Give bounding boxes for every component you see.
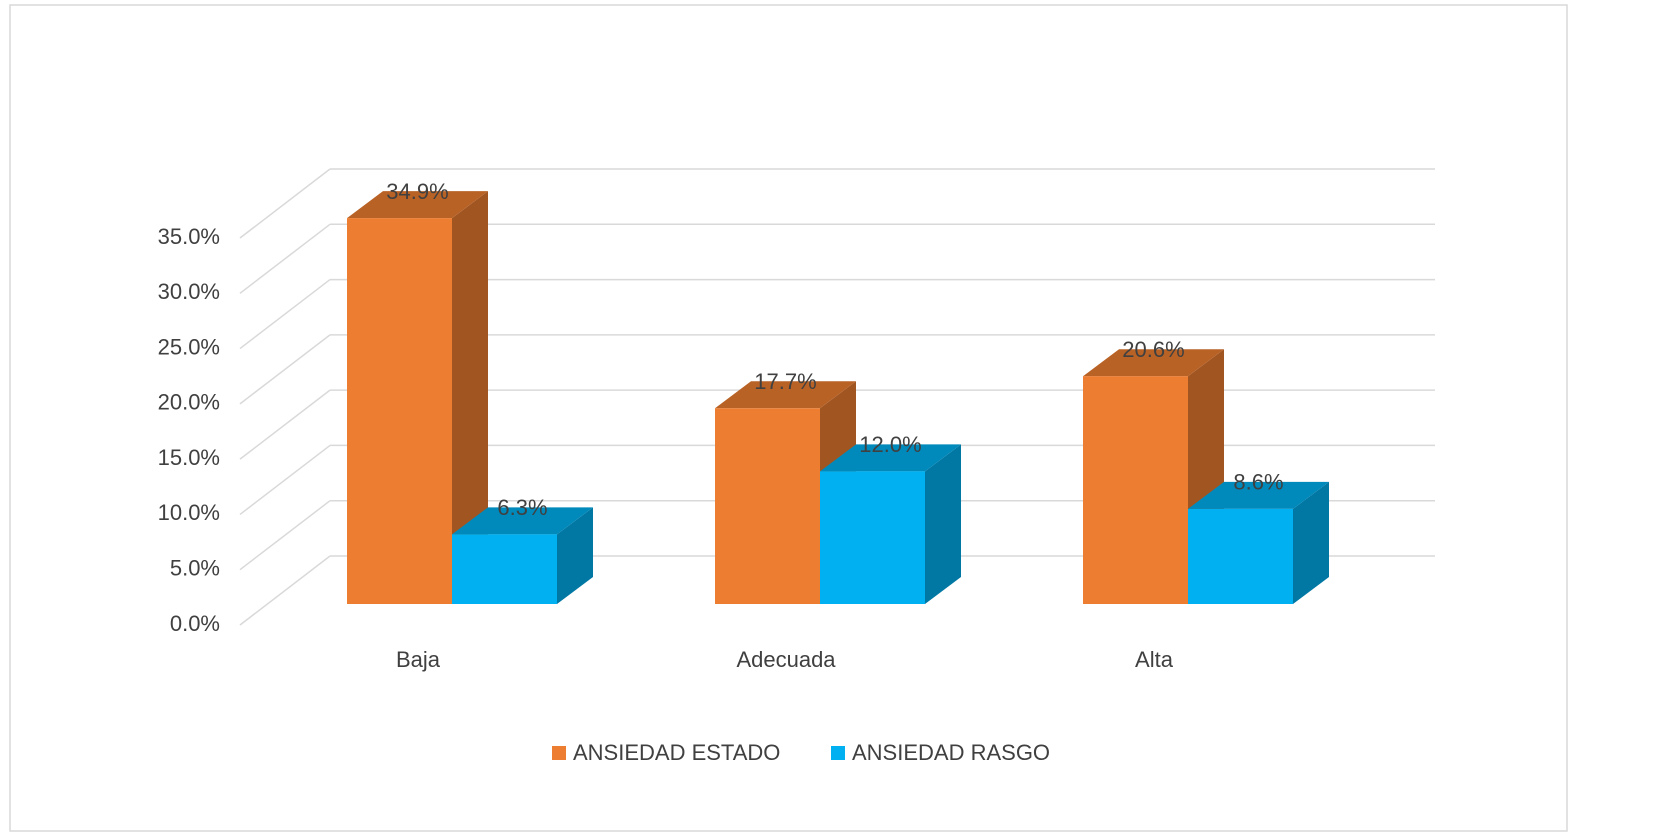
bar-top: [452, 507, 593, 535]
bar-side: [1293, 481, 1329, 604]
grid-line: [239, 334, 331, 405]
grid-line: [239, 555, 331, 626]
bar: [452, 534, 557, 604]
grid-line: [239, 168, 331, 239]
bar: [1083, 376, 1188, 604]
chart-frame: [9, 4, 1568, 832]
x-tick-label: Baja: [396, 647, 441, 672]
y-tick-label: 15.0%: [158, 445, 220, 470]
y-tick-label: 5.0%: [170, 556, 220, 581]
y-tick-label: 0.0%: [170, 611, 220, 636]
bar: [1188, 508, 1293, 604]
bar: [347, 218, 452, 604]
y-tick-label: 10.0%: [158, 500, 220, 525]
legend-swatch: [831, 746, 845, 760]
bar-side: [557, 507, 593, 604]
bar-side: [925, 444, 961, 604]
data-label: 8.6%: [1233, 470, 1283, 495]
bar: [715, 408, 820, 604]
y-tick-label: 20.0%: [158, 390, 220, 415]
y-tick-label: 25.0%: [158, 334, 220, 359]
x-tick-label: Adecuada: [736, 647, 836, 672]
data-label: 6.3%: [497, 495, 547, 520]
y-tick-label: 35.0%: [158, 224, 220, 249]
grid-line: [239, 278, 331, 350]
bar-top: [1083, 349, 1224, 377]
x-tick-label: Alta: [1135, 647, 1174, 672]
bar-top: [1188, 481, 1329, 509]
bar-side: [452, 191, 488, 604]
grid-line: [239, 389, 331, 460]
bar-top: [820, 444, 961, 472]
bar: [820, 471, 925, 604]
legend-swatch: [552, 746, 566, 760]
grid-line: [239, 500, 331, 571]
data-label: 34.9%: [386, 179, 448, 204]
bar-top: [347, 191, 488, 219]
y-tick-label: 30.0%: [158, 279, 220, 304]
bar-top: [715, 381, 856, 409]
grid-line: [239, 223, 331, 294]
data-label: 12.0%: [859, 432, 921, 457]
legend-label: ANSIEDAD RASGO: [852, 740, 1050, 765]
legend-label: ANSIEDAD ESTADO: [573, 740, 780, 765]
data-label: 17.7%: [754, 369, 816, 394]
data-label: 20.6%: [1122, 337, 1184, 362]
grid-line: [239, 444, 331, 516]
